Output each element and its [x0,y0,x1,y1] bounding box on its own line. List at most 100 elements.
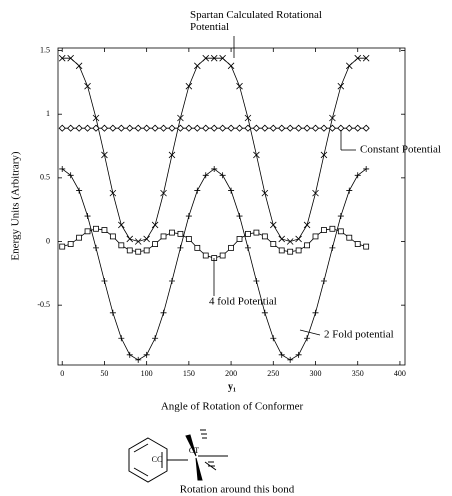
marker [194,187,201,194]
marker [118,335,125,342]
marker [278,247,285,254]
marker [134,238,142,245]
marker [219,54,226,62]
marker [278,124,286,132]
marker [100,124,109,132]
marker [202,172,209,179]
marker [329,114,336,122]
series-line [62,57,367,242]
marker [337,82,345,90]
y-tick-label: 0.5 [40,173,50,182]
marker [160,189,167,197]
y-axis-label: Energy Units (Arbitrary) [10,151,22,260]
marker [320,277,327,284]
marker [109,309,116,316]
marker [93,225,99,232]
marker [227,124,235,132]
marker [118,242,125,249]
marker [362,54,370,62]
marker [345,124,353,132]
marker [101,151,108,159]
marker [67,241,74,247]
marker [92,244,99,251]
marker [295,124,303,132]
marker [261,233,268,240]
marker [126,124,134,132]
marker [177,114,184,122]
marker [312,189,319,197]
marker [67,172,74,179]
marker [253,229,260,236]
marker [219,172,226,179]
marker [168,277,175,284]
marker [354,241,361,247]
marker [304,242,310,249]
marker [117,124,125,132]
marker [194,244,201,251]
marker [287,356,294,363]
marker [329,244,336,251]
marker [278,351,285,358]
marker [286,238,294,245]
marker [321,227,327,233]
marker [118,221,125,229]
marker [101,227,108,233]
marker [135,356,142,363]
marker [329,225,336,232]
marker [227,62,235,70]
marker [253,151,260,159]
annotation: 4 fold Potential [209,296,277,308]
marker [320,151,328,159]
marker [58,124,66,132]
marker [270,335,277,342]
marker [354,172,361,179]
marker [109,189,117,197]
marker [236,213,243,220]
x-tick-label: 0 [60,369,64,378]
marker [134,124,142,132]
x-tick-label: 50 [100,369,108,378]
y-tick-label: 1 [46,109,50,118]
marker [176,124,184,132]
marker [363,243,370,250]
marker [92,124,100,132]
marker [269,124,277,132]
marker [244,244,251,251]
x-axis-label: y₁ [228,381,236,392]
marker [337,213,344,220]
marker [261,309,268,316]
annotation-pointer [299,329,321,336]
x-axis-title: Angle of Rotation of Conformer [161,401,304,413]
marker [101,277,108,284]
marker [295,235,302,243]
marker [270,221,277,229]
marker [337,228,344,235]
marker [126,235,134,243]
marker [84,82,91,90]
caption: Rotation around this bond [180,484,295,496]
marker [312,309,319,316]
marker [159,124,168,132]
marker [295,351,302,358]
marker [219,252,226,259]
marker [202,252,209,259]
marker [354,124,362,132]
marker [228,244,234,251]
marker [236,82,243,90]
marker [219,124,227,132]
marker [303,124,311,132]
marker [202,54,210,62]
marker [92,114,100,122]
annotation: Constant Potential [360,144,441,156]
marker [362,124,370,132]
marker [185,213,192,220]
marker [278,235,286,243]
marker [168,151,176,159]
x-tick-label: 400 [394,369,406,378]
marker [261,189,269,197]
marker [59,165,66,172]
marker [143,247,150,254]
marker [75,124,83,132]
marker [245,230,251,237]
